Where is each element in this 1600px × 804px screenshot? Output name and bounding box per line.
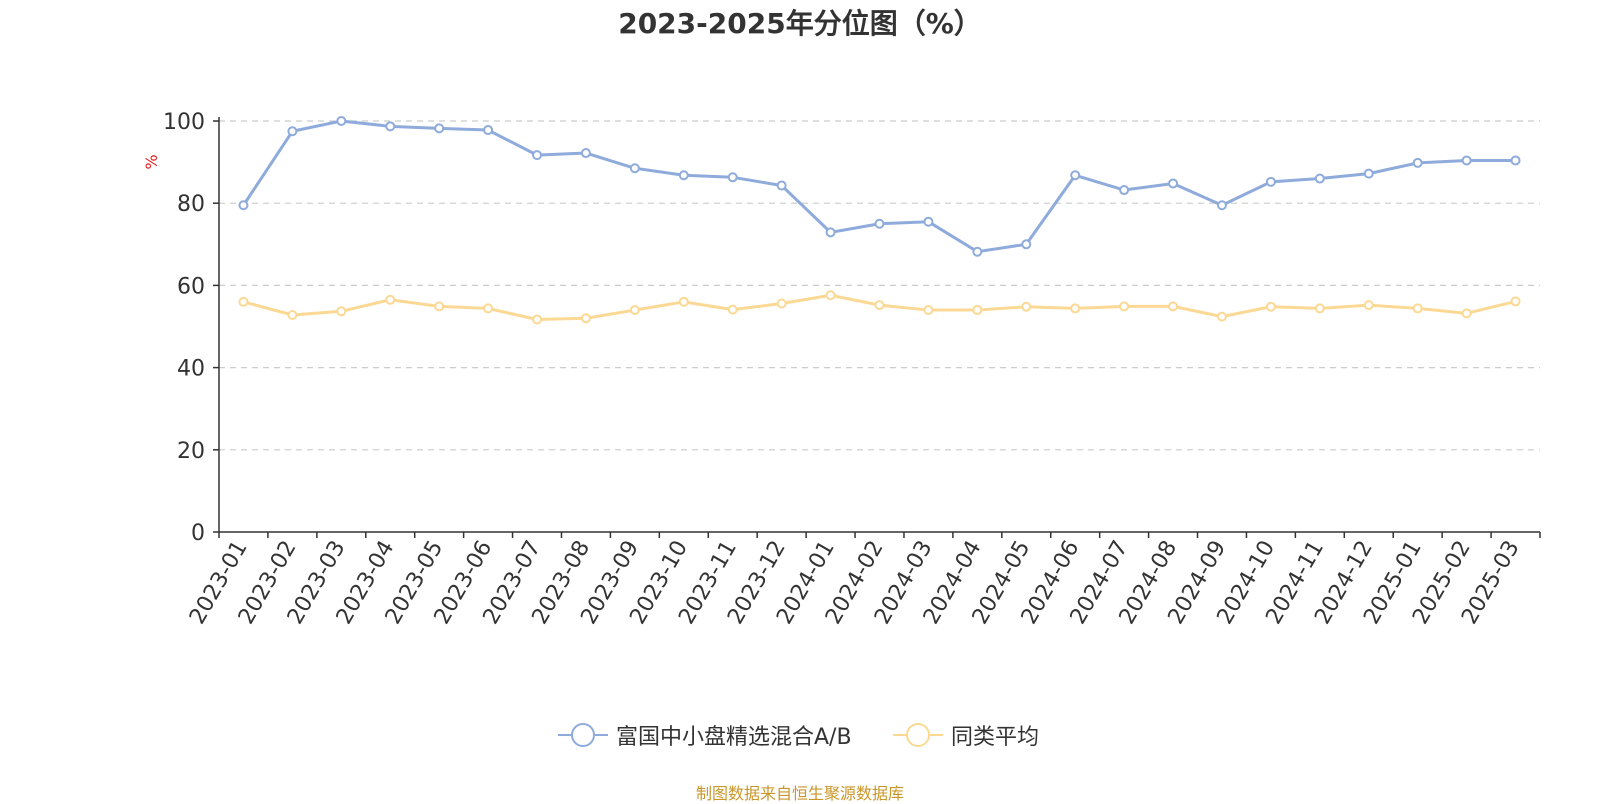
data-point [532,314,543,325]
series [238,116,1521,325]
data-point [972,305,983,316]
data-point [483,125,494,136]
data-point [825,290,836,301]
data-point [336,116,347,126]
data-point [238,296,249,307]
data-point [287,309,298,320]
data-point [1021,301,1032,312]
data-point [629,305,640,316]
data-point [1461,308,1472,319]
data-point [874,218,885,229]
data-point [972,246,983,257]
data-point [923,216,934,227]
data-point [874,300,885,311]
data-point [238,200,249,211]
data-point [1265,301,1276,312]
data-point [532,150,543,161]
data-point [434,123,445,134]
data-point [1216,200,1227,211]
data-point [1363,300,1374,311]
data-point [1070,303,1081,314]
y-tick-label: 0 [191,521,205,546]
y-tick-label: 60 [177,274,205,299]
data-point [1461,155,1472,166]
data-point [1412,157,1423,168]
y-tick-label: 20 [177,439,205,464]
data-point [580,313,591,324]
data-point [385,294,396,305]
data-point [1412,303,1423,314]
data-point [336,306,347,317]
data-point [727,304,738,315]
data-point [287,126,298,137]
data-point [1021,239,1032,250]
data-point [434,301,445,312]
data-point [776,298,787,309]
y-tick-label: 80 [177,192,205,217]
data-point [825,227,836,238]
data-point [678,170,689,181]
data-point [483,303,494,314]
legend-label: 同类平均 [951,725,1040,750]
data-point [1168,301,1179,312]
data-point [629,163,640,174]
data-point [1216,311,1227,322]
y-axis-label: % [142,154,161,169]
data-point [1510,155,1521,166]
grid-lines [219,120,1540,451]
data-point [727,172,738,183]
legend-item-category-average[interactable]: 同类平均 [893,722,1040,750]
axes: 0204060801002023-012023-022023-032023-04… [163,110,1541,629]
data-point [1168,178,1179,189]
data-point [1265,176,1276,187]
data-point [385,121,396,132]
series-line [242,119,1516,254]
data-point [1119,301,1130,312]
legend-line-marker-icon [893,723,943,747]
y-tick-label: 40 [177,357,205,382]
data-point [923,305,934,316]
legend-item-fund[interactable]: 富国中小盘精选混合A/B [558,722,852,750]
data-point [1070,170,1081,181]
data-point [1314,303,1325,314]
data-point [1119,185,1130,196]
data-point [1314,173,1325,184]
y-tick-label: 100 [163,110,205,135]
legend-line-marker-icon [558,723,608,747]
legend-label: 富国中小盘精选混合A/B [616,725,852,750]
data-point [1510,296,1521,307]
data-source-note: 制图数据来自恒生聚源数据库 [695,784,904,803]
data-point [776,180,787,191]
data-point [678,296,689,307]
chart-title: 2023-2025年分位图（%） [618,7,982,40]
data-point [580,148,591,159]
data-point [1363,168,1374,179]
